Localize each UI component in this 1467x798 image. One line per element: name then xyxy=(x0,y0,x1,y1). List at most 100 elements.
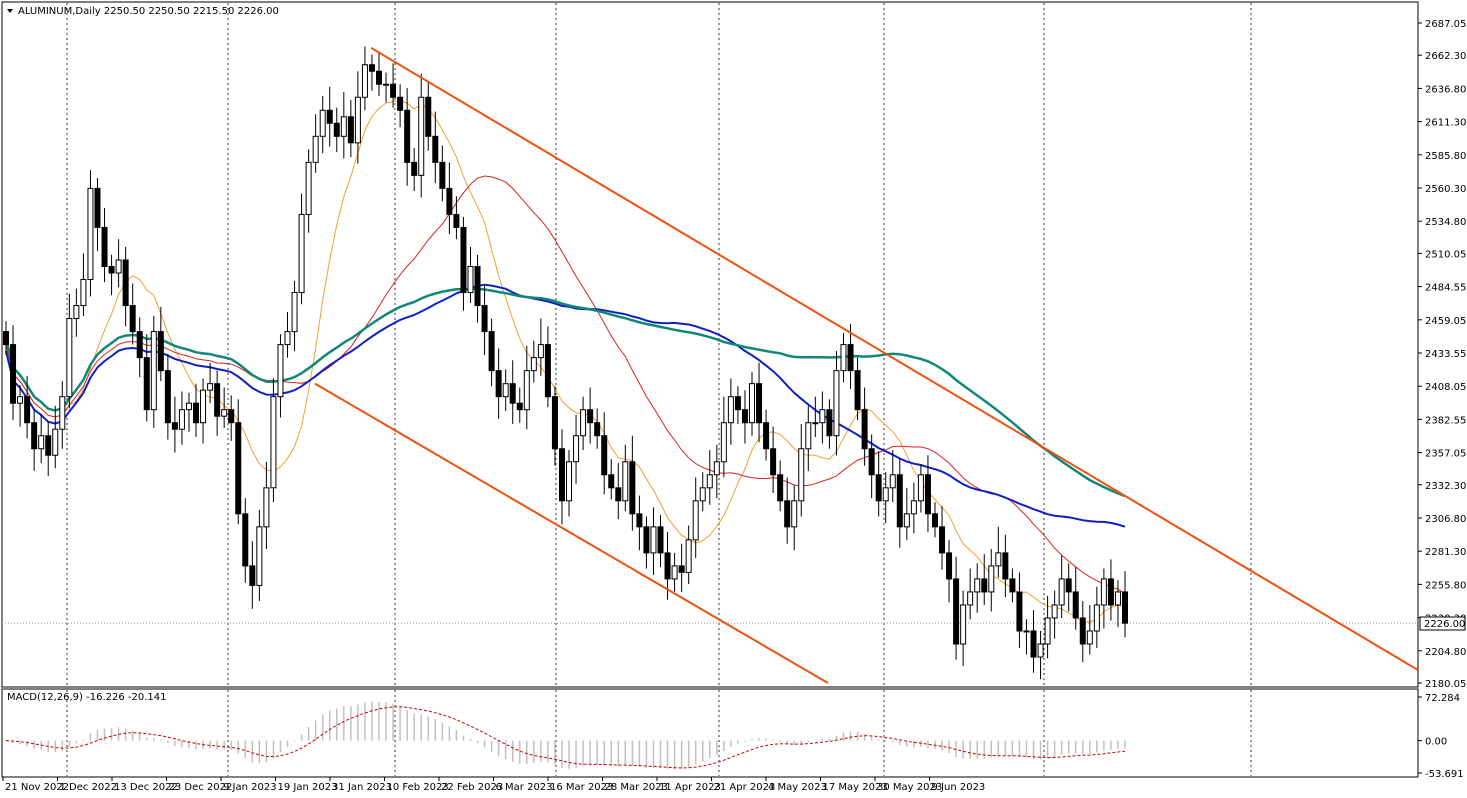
x-tick-label: 19 Jan 2023 xyxy=(278,782,338,793)
candle-body xyxy=(235,422,242,515)
ma-mid-line xyxy=(5,175,1126,594)
y-tick-label: 2281.30 xyxy=(1425,547,1466,558)
candle-body xyxy=(3,331,9,346)
y-tick-label: 2611.30 xyxy=(1425,118,1466,129)
candle-body xyxy=(629,461,636,515)
candle-body xyxy=(713,461,720,476)
candle-body xyxy=(270,396,277,489)
ma-fast-line xyxy=(5,99,1126,623)
candle-body xyxy=(636,513,643,528)
candle-body xyxy=(889,474,896,489)
candle-body xyxy=(38,435,45,450)
x-tick-label: 30 May 2023 xyxy=(877,782,942,793)
candle-body xyxy=(657,526,664,554)
candle-body xyxy=(298,213,305,294)
candle-body xyxy=(1037,643,1044,658)
candle-body xyxy=(537,344,544,359)
macd-tick-label: 0.00 xyxy=(1425,737,1447,748)
candle-body xyxy=(741,409,748,424)
candle-body xyxy=(31,422,38,450)
candle-body xyxy=(953,578,960,645)
candle-body xyxy=(291,292,298,333)
candle-body xyxy=(10,344,17,404)
candle-body xyxy=(425,96,432,137)
candle-body xyxy=(200,389,207,424)
candle-body xyxy=(185,402,192,411)
y-tick-label: 2534.80 xyxy=(1425,217,1466,228)
y-tick-label: 2459.05 xyxy=(1425,316,1466,327)
candle-body xyxy=(87,187,94,281)
candle-body xyxy=(763,422,770,450)
candle-body xyxy=(17,396,24,404)
x-tick-label: 22 Feb 2023 xyxy=(441,782,503,793)
candle-body xyxy=(756,383,763,424)
candle-body xyxy=(594,422,601,437)
y-tick-label: 2433.55 xyxy=(1425,349,1466,360)
candle-body xyxy=(1065,578,1072,593)
x-tick-label: 10 Feb 2023 xyxy=(387,782,449,793)
candle-body xyxy=(361,64,368,98)
candle-body xyxy=(488,331,495,372)
macd-tick-label: 72.284 xyxy=(1425,693,1460,704)
candle-body xyxy=(319,109,326,137)
macd-tick-label: -53.691 xyxy=(1425,769,1464,780)
candle-body xyxy=(749,383,755,424)
y-tick-label: 2662.30 xyxy=(1425,51,1466,62)
candle-body xyxy=(566,461,573,502)
candle-body xyxy=(805,422,812,450)
candle-body xyxy=(368,64,375,72)
candle-body xyxy=(108,265,115,274)
candle-body xyxy=(1058,578,1065,606)
candle-body xyxy=(221,409,228,417)
candle-body xyxy=(1122,591,1128,624)
candle-body xyxy=(798,448,805,502)
candle-body xyxy=(861,409,868,450)
candle-body xyxy=(770,448,777,476)
candle-body xyxy=(967,591,974,606)
candle-body xyxy=(411,161,418,176)
candle-body xyxy=(453,213,460,228)
candle-body xyxy=(66,318,73,398)
y-axis: 2687.05 2662.30 2636.80 2611.30 2585.80 2560.… xyxy=(1418,19,1466,690)
candle-body xyxy=(207,383,214,391)
candles xyxy=(3,46,1128,680)
symbol-header: ALUMINUM,Daily 2250.50 2250.50 2215.50 2… xyxy=(18,6,279,17)
candle-body xyxy=(692,500,699,541)
candle-body xyxy=(875,474,882,502)
current-price-label: 2226.00 xyxy=(1424,619,1465,630)
candle-body xyxy=(706,474,713,489)
candle-body xyxy=(474,265,481,307)
candle-body xyxy=(573,435,580,463)
candle-body xyxy=(73,305,80,320)
candle-body xyxy=(931,513,938,528)
candle-body xyxy=(896,474,903,528)
candle-body xyxy=(622,461,629,502)
candle-body xyxy=(819,409,826,424)
current-price-tag xyxy=(1419,616,1466,631)
candle-body xyxy=(939,526,946,554)
candle-body xyxy=(777,474,784,502)
candle-body xyxy=(544,344,551,398)
candle-body xyxy=(727,396,734,424)
dropdown-triangle-icon[interactable] xyxy=(7,9,13,13)
candle-body xyxy=(791,500,798,528)
candle-body xyxy=(214,383,221,417)
candle-body xyxy=(509,383,516,404)
y-tick-label: 2332.30 xyxy=(1425,481,1466,492)
candle-body xyxy=(284,331,291,346)
candle-body xyxy=(1044,617,1051,645)
candle-body xyxy=(115,259,122,274)
main-panel xyxy=(1,1,1419,688)
candle-body xyxy=(333,122,340,137)
candle-body xyxy=(671,565,678,580)
candle-body xyxy=(171,422,178,430)
y-tick-label: 2560.30 xyxy=(1425,184,1466,195)
ma-blue-line xyxy=(5,283,1126,528)
candle-body xyxy=(256,526,263,586)
candle-body xyxy=(551,396,558,450)
candle-body xyxy=(1114,591,1121,606)
x-tick-label: 31 Jan 2023 xyxy=(332,782,392,793)
x-tick-label: 21 Nov 2022 xyxy=(5,782,69,793)
candle-body xyxy=(960,604,967,645)
